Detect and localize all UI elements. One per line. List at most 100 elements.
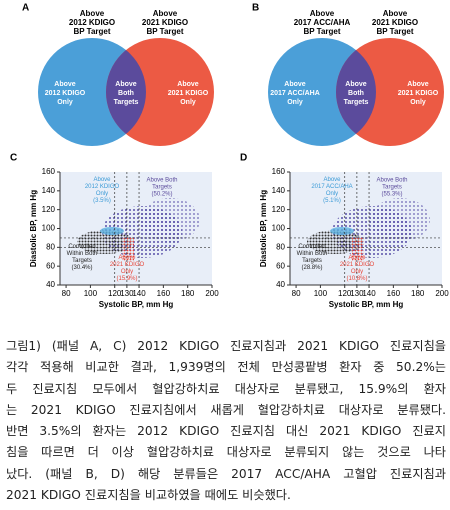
venn-region-label: Above bbox=[115, 81, 137, 88]
annotation: (50.2%) bbox=[151, 192, 172, 198]
venn-label: Above bbox=[80, 9, 105, 18]
x-tick-label: 200 bbox=[205, 289, 219, 298]
annotation: Controlled bbox=[68, 244, 95, 250]
y-tick-label: 160 bbox=[42, 167, 56, 176]
venn-region-label: 2012 KDIGO bbox=[45, 90, 86, 97]
point-cloud bbox=[370, 198, 430, 242]
venn-region-label: Above bbox=[345, 81, 367, 88]
annotation: Within Both bbox=[67, 251, 98, 257]
x-tick-label: 160 bbox=[387, 289, 401, 298]
venn-label: BP Target bbox=[376, 27, 413, 36]
annotation: (55.3%) bbox=[381, 192, 402, 198]
panel-letter: A bbox=[22, 3, 29, 14]
venn-region-label: Only bbox=[410, 99, 426, 106]
y-tick-label: 60 bbox=[276, 261, 285, 270]
annotation: Only bbox=[326, 191, 338, 197]
y-tick-label: 120 bbox=[272, 205, 286, 214]
x-tick-label: 130 bbox=[350, 289, 364, 298]
venn-region-label: Above bbox=[407, 81, 429, 88]
y-axis-label: Diastolic BP, mm Hg bbox=[259, 190, 268, 267]
y-tick-label: 160 bbox=[272, 167, 286, 176]
point-cloud bbox=[122, 237, 134, 261]
x-tick-label: 130 bbox=[120, 289, 134, 298]
x-tick-label: 200 bbox=[435, 289, 449, 298]
annotation: (30.4%) bbox=[71, 265, 92, 271]
x-tick-label: 120 bbox=[108, 289, 122, 298]
annotation: Only bbox=[121, 269, 133, 275]
x-tick-label: 180 bbox=[181, 289, 195, 298]
venn-label: 2012 KDIGO bbox=[69, 18, 115, 27]
panel-letter: D bbox=[240, 153, 247, 164]
caption-line: 2021 KDIGO 진료지침을 비교하였을 때에도 비슷했다. bbox=[6, 488, 291, 503]
venn-region-label: Above bbox=[54, 81, 76, 88]
venn-region-label: Only bbox=[180, 99, 196, 106]
y-tick-label: 40 bbox=[276, 280, 285, 289]
annotation: Above bbox=[118, 255, 136, 261]
x-tick-label: 180 bbox=[411, 289, 425, 298]
venn-label: Above bbox=[153, 9, 178, 18]
x-tick-label: 80 bbox=[292, 289, 301, 298]
venn-region-label: Targets bbox=[344, 99, 369, 106]
annotation: 2012 KDIGO bbox=[85, 184, 120, 190]
venn-region-label: Above bbox=[177, 81, 199, 88]
y-tick-label: 100 bbox=[272, 224, 286, 233]
caption: 그림1) (패널 A, C) 2012 KDIGO 진료지침과 2021 KDI… bbox=[6, 336, 446, 506]
annotation: Above bbox=[93, 177, 111, 183]
annotation: (15.9%) bbox=[116, 276, 137, 282]
venn-region-label: Only bbox=[57, 99, 73, 106]
annotation: Within Both bbox=[297, 251, 328, 257]
panel-letter: B bbox=[252, 3, 259, 14]
y-tick-label: 80 bbox=[276, 242, 285, 251]
venn-label: 2021 KDIGO bbox=[372, 18, 418, 27]
point-cloud bbox=[77, 230, 133, 254]
y-tick-label: 140 bbox=[42, 186, 56, 195]
x-tick-label: 140 bbox=[362, 289, 376, 298]
venn-label: 2021 KDIGO bbox=[142, 18, 188, 27]
annotation: Above Both bbox=[376, 178, 407, 184]
x-tick-label: 120 bbox=[338, 289, 352, 298]
venn-label: BP Target bbox=[73, 27, 110, 36]
x-tick-label: 140 bbox=[132, 289, 146, 298]
y-tick-label: 100 bbox=[42, 224, 56, 233]
caption-line: 침을 따르면 더 이상 혈압강하치료 대상자로 분류되지 않는 것으로 나타 bbox=[6, 445, 446, 460]
annotation: 2021 KDIGO bbox=[340, 262, 375, 268]
y-tick-label: 120 bbox=[42, 205, 56, 214]
x-tick-label: 80 bbox=[62, 289, 71, 298]
annotation: Controlled bbox=[298, 244, 325, 250]
y-axis-label: Diastolic BP, mm Hg bbox=[29, 190, 38, 267]
venn-region-label: 2021 KDIGO bbox=[398, 90, 439, 97]
venn-region-label: Only bbox=[287, 99, 303, 106]
venn-label: Above bbox=[383, 9, 408, 18]
y-tick-label: 40 bbox=[46, 280, 55, 289]
venn-label: Above bbox=[310, 9, 335, 18]
annotation: Targets bbox=[152, 185, 172, 191]
venn-label: BP Target bbox=[146, 27, 183, 36]
annotation: Targets bbox=[302, 258, 322, 264]
point-cloud bbox=[330, 227, 354, 235]
venn-region-label: 2021 KDIGO bbox=[168, 90, 209, 97]
y-tick-label: 60 bbox=[46, 261, 55, 270]
annotation: 2021 KDIGO bbox=[110, 262, 145, 268]
caption-line: 반면 3.5%의 환자는 2012 KDIGO 진료지침 대신 2021 KDI… bbox=[6, 424, 446, 439]
x-tick-label: 160 bbox=[157, 289, 171, 298]
caption-line: 났다. (패널 B, D) 해당 분류들은 2017 ACC/AHA 고혈압 진… bbox=[6, 466, 446, 481]
venn-label: BP Target bbox=[303, 27, 340, 36]
annotation: Targets bbox=[382, 185, 402, 191]
x-axis-label: Systolic BP, mm Hg bbox=[99, 300, 174, 309]
annotation: Only bbox=[351, 269, 363, 275]
point-cloud bbox=[352, 237, 364, 261]
point-cloud bbox=[307, 230, 363, 254]
annotation: (10.8%) bbox=[346, 276, 367, 282]
x-tick-label: 100 bbox=[314, 289, 328, 298]
venn-region-label: 2017 ACC/AHA bbox=[270, 90, 320, 97]
annotation: Only bbox=[96, 191, 108, 197]
point-cloud bbox=[100, 227, 124, 235]
caption-line: 는 2021 KDIGO 진료지침에서 새롭게 혈압강하치료 대상자로 분류됐다… bbox=[6, 402, 446, 417]
caption-line: 두 진료지침 모두에서 혈압강하치료 대상자로 분류됐고, 15.9%의 환자 bbox=[6, 381, 446, 396]
annotation: (28.8%) bbox=[301, 265, 322, 271]
point-cloud bbox=[140, 198, 200, 242]
annotation: (3.5%) bbox=[93, 198, 111, 204]
venn-region-label: Both bbox=[348, 90, 364, 97]
